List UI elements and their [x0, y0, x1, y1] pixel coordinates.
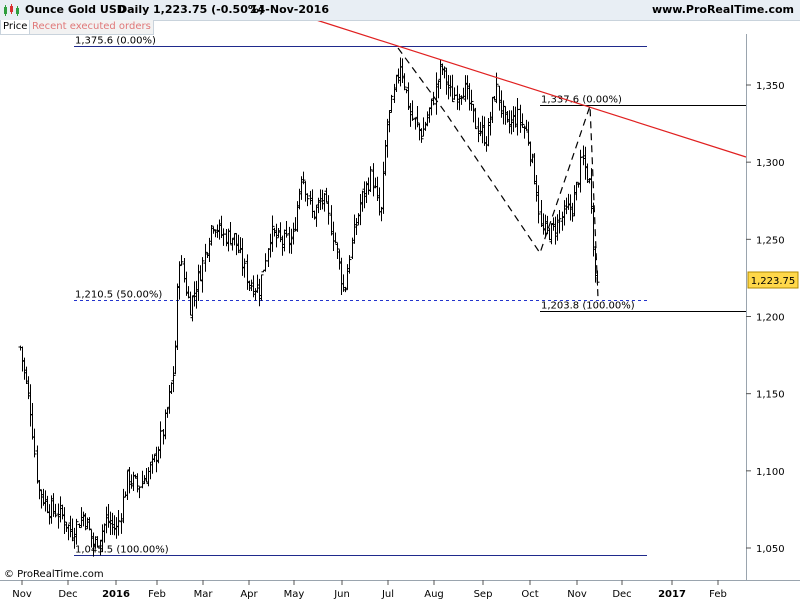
y-tick-label: 1,200 — [756, 313, 785, 324]
fib-level-label: 1,203.8 (100.00%) — [541, 301, 635, 312]
y-tick-label: 1,350 — [756, 81, 785, 92]
x-tick-label: Feb — [148, 589, 166, 600]
time-axis[interactable]: Nov Dec 2016 Feb Mar Apr May Jun Jul Aug Sep Oct Nov… — [12, 580, 727, 600]
price-axis[interactable]: 1,050 1,100 1,150 1,200 1,250 1,300 1,350 — [746, 81, 785, 555]
y-tick-label: 1,100 — [756, 467, 785, 478]
tab-recent-executed-orders[interactable]: Recent executed orders — [29, 20, 154, 35]
zigzag-wave[interactable] — [397, 47, 599, 299]
resistance-trend-line — [309, 17, 747, 158]
fibonacci-levels[interactable]: 1,375.6 (0.00%) 1,210.5 (50.00%) 1,045.5 (… — [74, 36, 746, 556]
y-tick-label: 1,250 — [756, 235, 785, 246]
x-tick-label: Apr — [240, 589, 258, 600]
x-tick-label: Nov — [567, 589, 587, 600]
fib-level-label: 1,337.6 (0.00%) — [541, 95, 622, 106]
fib-level-label: 1,375.6 (0.00%) — [75, 36, 156, 47]
x-tick-label: Dec — [612, 589, 631, 600]
x-tick-label: Dec — [58, 589, 77, 600]
price-change: 1,223.75 (-0.50%) — [153, 3, 264, 16]
x-tick-label: Sep — [474, 589, 493, 600]
period-label[interactable]: Daily — [118, 3, 150, 16]
tab-price[interactable]: Price — [0, 20, 31, 35]
zigzag-path — [397, 47, 599, 299]
last-price-box — [747, 271, 799, 289]
x-tick-label: Mar — [194, 589, 214, 600]
x-tick-label: Feb — [709, 589, 727, 600]
instrument-title: Ounce Gold USD — [25, 3, 126, 16]
last-price-tag: 1,223.75 — [747, 271, 799, 289]
y-tick-label: 1,050 — [756, 544, 785, 555]
x-tick-label: May — [284, 589, 305, 600]
last-price-label: 1,223.75 — [751, 276, 796, 287]
y-tick-label: 1,300 — [756, 158, 785, 169]
plot-area — [0, 34, 746, 580]
copyright: © ProRealTime.com — [4, 569, 104, 580]
x-tick-label: Nov — [12, 589, 32, 600]
x-tick-label: 2016 — [102, 589, 130, 600]
ohlc-bars — [18, 57, 600, 557]
site-link[interactable]: www.ProRealTime.com — [651, 3, 794, 16]
x-tick-label: Jul — [381, 589, 394, 600]
x-tick-label: Jun — [333, 589, 350, 600]
chart-header: Ounce Gold USD Daily 1,223.75 (-0.50%) 1… — [0, 0, 800, 21]
x-tick-label: Aug — [424, 589, 444, 600]
trend-line[interactable] — [309, 17, 747, 158]
candlestick-logo-icon — [4, 4, 19, 16]
x-tick-label: Oct — [521, 589, 538, 600]
x-tick-label: 2017 — [658, 589, 686, 600]
fib-level-label: 1,045.5 (100.00%) — [75, 545, 169, 556]
y-tick-label: 1,150 — [756, 390, 785, 401]
fib-level-label: 1,210.5 (50.00%) — [75, 290, 162, 301]
date-label: 14-Nov-2016 — [250, 3, 329, 16]
